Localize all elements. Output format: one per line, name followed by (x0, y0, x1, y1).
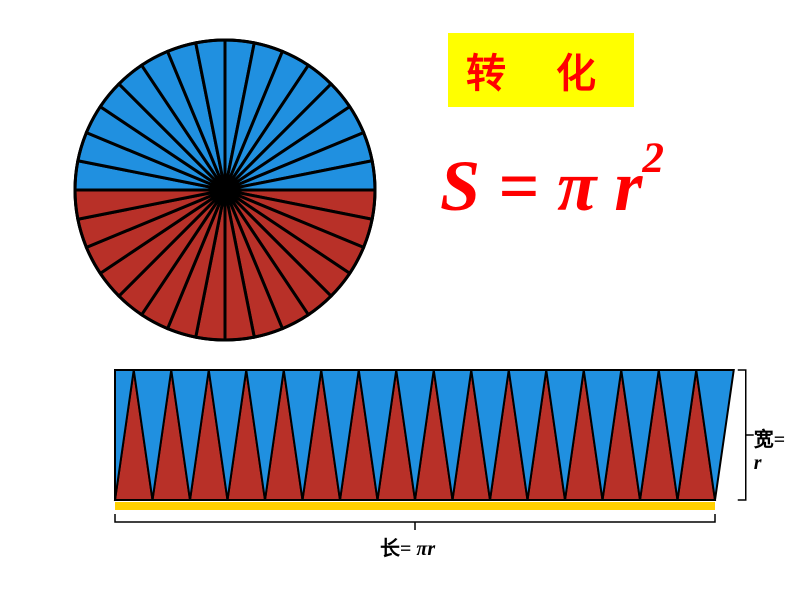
rectangle-diagram (110, 365, 794, 573)
formula-exp: 2 (642, 135, 664, 182)
length-bracket (115, 514, 715, 530)
width-bracket (738, 370, 754, 500)
rect-svg (110, 365, 794, 568)
width-var: r (754, 452, 762, 474)
width-prefix: 宽= (754, 429, 785, 451)
formula-main: S = π r (440, 146, 642, 226)
title-box: 转 化 (448, 33, 634, 107)
circle-svg (70, 35, 380, 345)
width-label: 宽= r (754, 423, 794, 475)
area-formula: S = π r2 (440, 145, 664, 228)
length-label: 长= πr (380, 532, 435, 561)
yellow-bar (115, 502, 715, 510)
circle-diagram (70, 35, 380, 350)
length-prefix: 长= (380, 538, 416, 560)
length-var: πr (416, 538, 435, 560)
